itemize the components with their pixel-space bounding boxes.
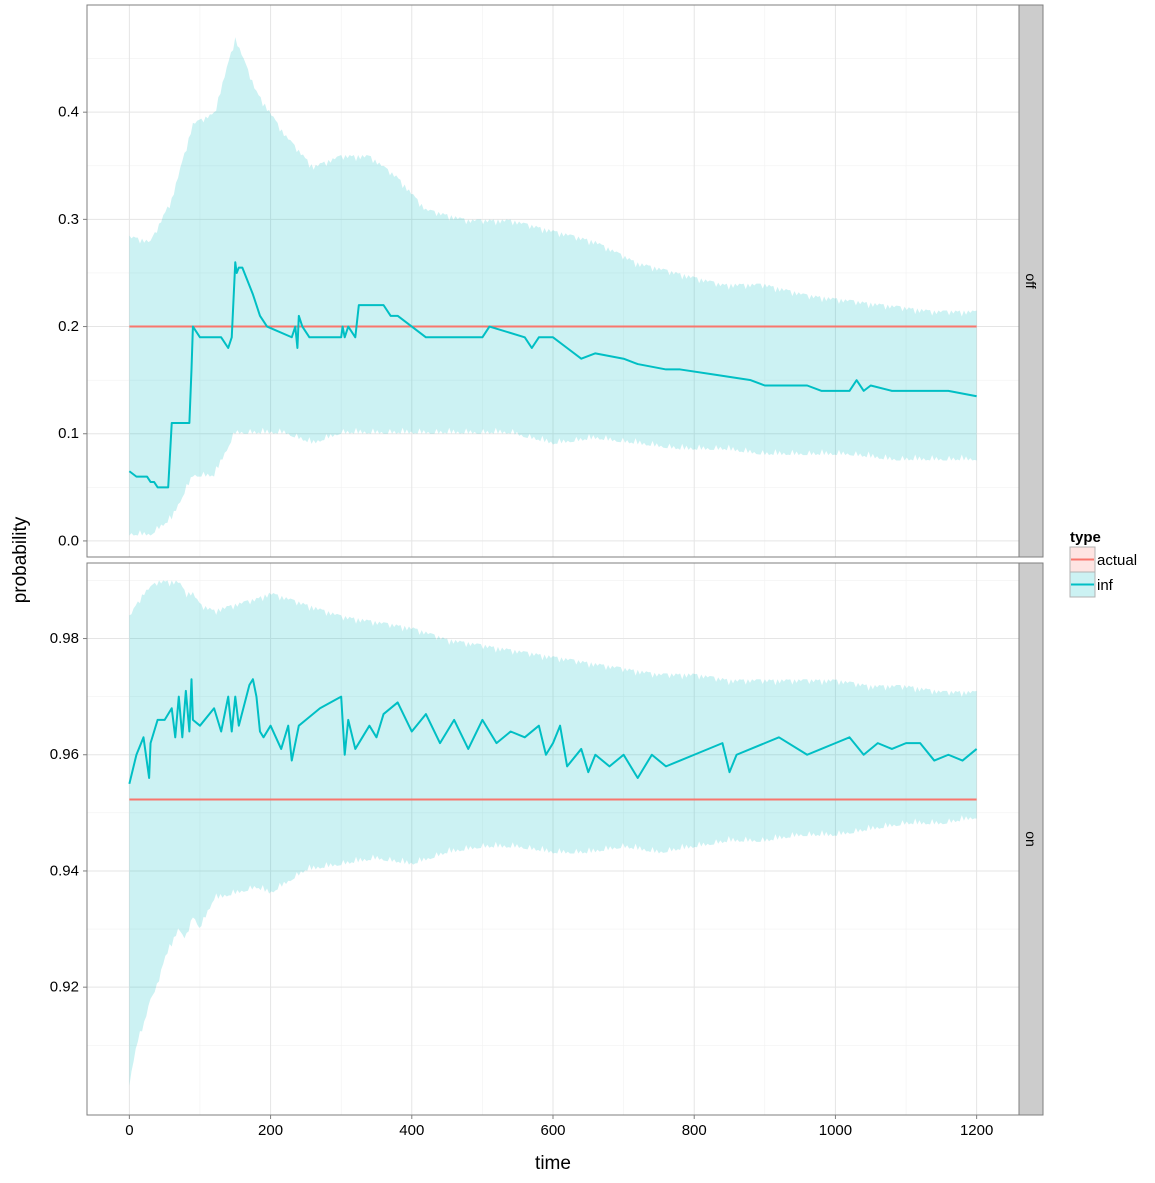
x-tick-label: 1000	[819, 1122, 852, 1139]
y-tick-label: 0.94	[50, 862, 79, 879]
x-axis: 0 200 400 600 800 1000 1200	[125, 1115, 993, 1139]
y-tick-label: 0.2	[58, 318, 79, 335]
x-tick-label: 200	[258, 1122, 283, 1139]
panel-off: off 0.0 0.1 0.2 0.3 0.4	[58, 4, 1044, 558]
legend-label-inf: inf	[1097, 577, 1114, 594]
x-tick-label: 800	[682, 1122, 707, 1139]
y-tick-label: 0.4	[58, 104, 79, 121]
strip-off	[1018, 4, 1044, 558]
panel-off-y-axis: 0.0 0.1 0.2 0.3 0.4	[58, 104, 87, 549]
panel-on-gridlines	[87, 563, 1019, 1115]
panel-off-gridlines	[87, 5, 1019, 557]
legend-key-actual: actual	[1069, 546, 1137, 573]
x-tick-label: 400	[399, 1122, 424, 1139]
inf-line	[128, 261, 977, 489]
inf-ribbon	[129, 37, 977, 536]
y-tick-label: 0.98	[50, 630, 79, 647]
x-tick-label: 1200	[960, 1122, 993, 1139]
y-tick-label: 0.1	[58, 425, 79, 442]
legend: type actual inf	[1069, 529, 1137, 598]
y-axis-label: probability	[10, 516, 31, 603]
legend-label-actual: actual	[1097, 552, 1137, 569]
panel-on-series	[128, 580, 978, 1086]
inf-line	[128, 678, 978, 785]
y-tick-label: 0.96	[50, 746, 79, 763]
strip-on-label: on	[1023, 831, 1039, 847]
y-tick-label: 0.0	[58, 532, 79, 549]
legend-key-inf: inf	[1069, 571, 1114, 598]
x-tick-label: 0	[125, 1122, 133, 1139]
legend-title: type	[1070, 529, 1101, 546]
strip-off-label: off	[1023, 273, 1039, 288]
y-tick-label: 0.3	[58, 211, 79, 228]
y-tick-label: 0.92	[50, 979, 79, 996]
x-tick-label: 600	[540, 1122, 565, 1139]
strip-on	[1018, 562, 1044, 1116]
x-axis-label: time	[535, 1153, 571, 1174]
panel-off-series	[128, 37, 977, 536]
panel-on-y-axis: 0.92 0.94 0.96 0.98	[50, 630, 87, 996]
panel-on: on 0.92 0.94 0.96 0.98	[50, 562, 1044, 1116]
